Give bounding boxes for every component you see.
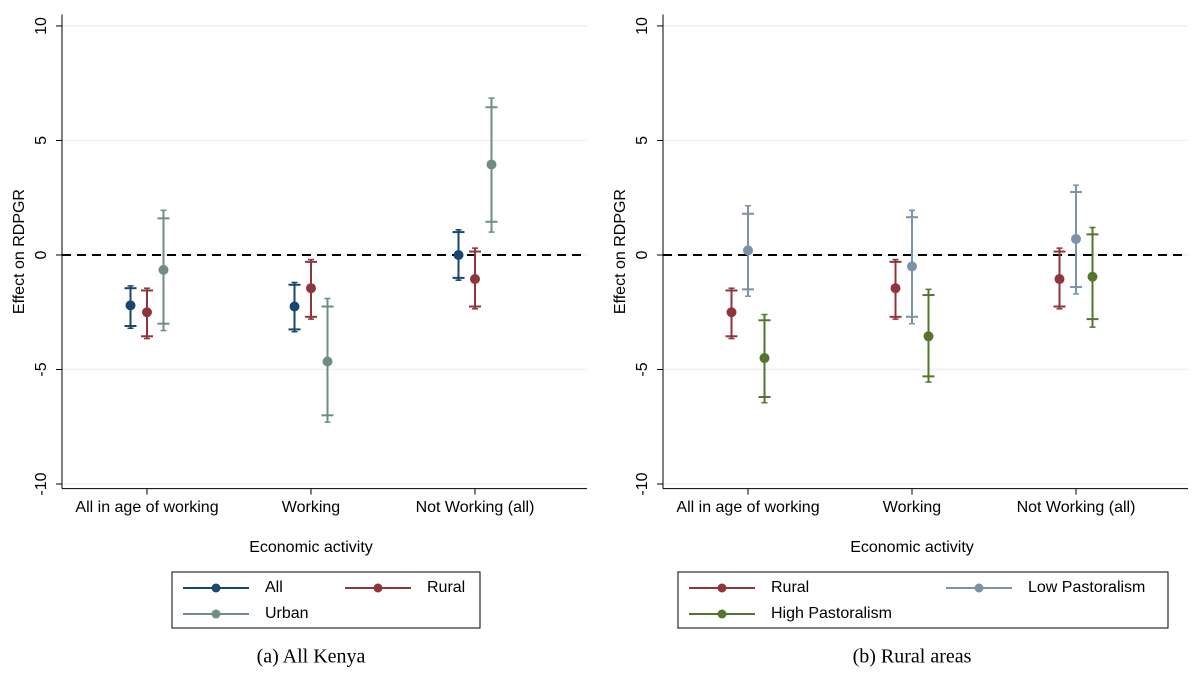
legend-marker (717, 609, 727, 619)
x-axis-label: Economic activity (850, 539, 974, 556)
y-tick-label: -5 (634, 362, 651, 376)
legend-marker (211, 583, 221, 593)
y-tick-label: 5 (634, 136, 651, 145)
legend-marker (717, 583, 727, 593)
x-tick-label: Not Working (all) (1017, 499, 1136, 516)
point (726, 307, 737, 318)
legend-box (677, 571, 1169, 629)
legend-label: Urban (265, 605, 309, 622)
legend-marker (373, 583, 383, 593)
point (486, 159, 497, 170)
legend-label: High Pastoralism (771, 605, 892, 622)
point (1087, 271, 1098, 282)
point (890, 283, 901, 294)
point (923, 331, 934, 342)
x-tick-label: Not Working (all) (416, 499, 535, 516)
point (453, 249, 464, 260)
legend-marker (974, 583, 984, 593)
caption: (a) All Kenya (257, 646, 366, 668)
y-tick-label: 10 (634, 17, 651, 35)
legend-label: All (265, 579, 283, 596)
y-tick-label: 10 (33, 17, 50, 35)
y-axis-label: Effect on RDPGR (11, 189, 28, 314)
legend-box (171, 571, 481, 629)
legend-marker (211, 609, 221, 619)
point (289, 301, 300, 312)
x-tick-label: Working (282, 499, 340, 516)
y-tick-label: -10 (33, 472, 50, 495)
y-tick-label: 5 (33, 136, 50, 145)
point (158, 264, 169, 275)
point (907, 261, 917, 272)
point (1054, 274, 1065, 285)
point (743, 245, 753, 256)
legend-label: Rural (427, 579, 465, 596)
point (306, 283, 316, 294)
point (759, 353, 770, 364)
point (470, 274, 480, 285)
y-tick-label: 0 (634, 250, 651, 259)
point (1071, 233, 1081, 244)
x-tick-label: All in age of working (676, 499, 819, 516)
x-axis-label: Economic activity (249, 539, 373, 556)
point (142, 307, 152, 318)
legend-label: Low Pastoralism (1028, 579, 1145, 596)
point (322, 356, 333, 367)
point (125, 300, 136, 311)
y-axis-label: Effect on RDPGR (612, 189, 629, 314)
x-tick-label: Working (883, 499, 941, 516)
x-tick-label: All in age of working (75, 499, 218, 516)
legend-label: Rural (771, 579, 809, 596)
y-tick-label: 0 (33, 250, 50, 259)
caption: (b) Rural areas (853, 646, 972, 668)
y-tick-label: -10 (634, 472, 651, 495)
y-tick-label: -5 (33, 362, 50, 376)
